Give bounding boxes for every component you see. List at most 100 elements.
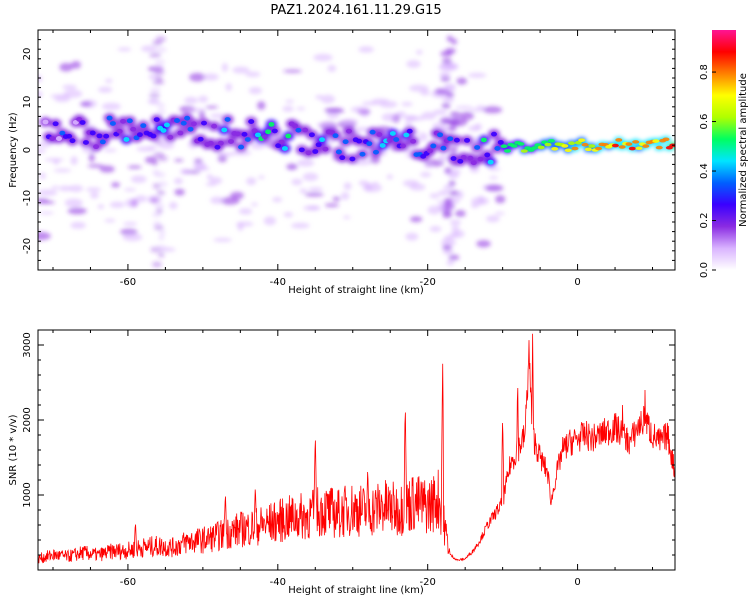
spectrogram-ridge-core [551, 146, 559, 151]
spectrogram-ridge-core [520, 149, 528, 153]
spectrogram-noise-blob [433, 109, 448, 116]
spectrogram-y-ticks: -20 -10 0 10 20 [22, 29, 675, 271]
spectrogram-noise-blob [327, 65, 337, 72]
spectrogram-ridge-core [123, 137, 130, 142]
x-tick-label: -40 [270, 277, 286, 288]
spectrogram-noise-blob [482, 106, 503, 114]
spectrogram-ridge-core [564, 148, 572, 153]
spectrogram-ridge-core [126, 118, 133, 124]
spectrogram-band-blob [442, 248, 454, 255]
y-tick-label: -10 [22, 190, 33, 206]
chart-title: PAZ1.2024.161.11.29.G15 [270, 3, 441, 18]
spectrogram-ridge-core [227, 139, 234, 144]
spectrogram-band-blob [443, 202, 455, 209]
spectrogram-ridge-core [642, 144, 650, 148]
spectrogram-band-blob [149, 52, 162, 59]
spectrogram-band-blob [156, 46, 167, 53]
spectrogram-ridge-core [655, 145, 663, 150]
spectrogram-noise-blob [103, 148, 117, 153]
spectrogram-band-blob [448, 125, 457, 132]
spectrogram-noise-blob [230, 191, 244, 200]
y-tick-label: 10 [22, 96, 33, 109]
spectrogram-ridge-core [504, 149, 512, 153]
spectrogram-band-blob [154, 203, 165, 210]
spectrogram-noise-blob [216, 152, 235, 157]
spectrogram-ridge-core [42, 119, 49, 125]
spectrogram-noise-blob [402, 179, 420, 187]
spectrogram-noise-blob [324, 109, 345, 114]
spectrogram-noise-blob [209, 176, 223, 185]
spectrogram-noise-blob [485, 215, 500, 223]
spectrogram-noise-blob [429, 193, 440, 199]
spectrogram-noise-blob [70, 221, 86, 229]
spectrogram-ridge-core [537, 145, 545, 150]
spectrogram-ridge-core [464, 137, 471, 143]
spectrogram-ridge-core [103, 133, 110, 139]
spectrogram-noise-blob [220, 197, 240, 205]
spectrogram-noise-blob [179, 168, 192, 175]
spectrogram-ridge-core [662, 137, 670, 142]
spectrogram-ridge-core [302, 127, 309, 133]
spectrogram-noise-blob [39, 211, 54, 215]
spectrogram-noise-blob [104, 218, 116, 223]
spectrogram-noise-blob [210, 113, 225, 119]
spectrogram-ridge-core [265, 129, 272, 135]
spectrogram-noise-blob [184, 96, 198, 105]
spectrogram-noise-blob [418, 132, 428, 142]
spectrogram-ridge-core [487, 159, 494, 165]
spectrogram-band-blob [439, 117, 452, 124]
spectrogram-ridge-core [484, 152, 491, 158]
spectrogram-noise-blob [186, 108, 206, 112]
spectrogram-ridge-core [207, 140, 214, 146]
spectrogram-noise-blob [64, 198, 83, 208]
spectrogram-noise-blob [59, 62, 74, 72]
spectrogram-ridge-core [544, 142, 552, 147]
spectrogram-ridge-core [615, 138, 623, 142]
spectrogram-noise-blob [487, 167, 501, 171]
spectrogram-noise-blob [343, 182, 352, 190]
spectrogram-noise-blob [38, 141, 52, 148]
spectrogram-ridge-core [457, 158, 464, 164]
x-tick-label: -60 [120, 277, 136, 288]
spectrogram-noise-blob [238, 208, 253, 215]
spectrogram-ridge-core [96, 133, 103, 139]
spectrogram-noise-blob [286, 163, 298, 170]
spectrogram-band-blob [154, 64, 165, 71]
spectrogram-ridge-core [248, 119, 255, 124]
spectrogram-ridge-core [393, 137, 400, 142]
spectrogram-noise-blob [225, 83, 233, 92]
spectrogram-noise-blob [263, 216, 277, 226]
spectrogram-ridge-core [200, 120, 207, 126]
spectrogram-ridge-core [298, 147, 305, 153]
spectrogram-ridge-core [530, 146, 538, 150]
spectrogram-ridge-core [339, 155, 346, 161]
y-tick-label: 20 [22, 48, 33, 61]
spectrogram-band-blob [154, 69, 165, 76]
spectrogram-ridge-core [372, 149, 379, 155]
spectrogram-noise-blob [282, 105, 294, 112]
spectrogram-noise-blob [358, 180, 369, 186]
spectrogram-ridge-core [224, 117, 231, 122]
spectrogram-ridge-core [359, 151, 366, 157]
spectrogram-noise-blob [455, 105, 473, 110]
spectrogram-noise-blob [173, 177, 183, 185]
y-tick-label: -20 [22, 238, 33, 254]
snr-y-axis-label: SNR (10 * v/v) [8, 414, 19, 485]
spectrogram-noise-blob [168, 201, 178, 210]
spectrogram-noise-blob [97, 204, 105, 210]
spectrogram-noise-blob [299, 188, 308, 194]
spectrogram-noise-blob [272, 196, 283, 203]
spectrogram-ridge-core [55, 136, 62, 141]
spectrogram-noise-blob [236, 221, 254, 227]
spectrogram-noise-blob [221, 62, 229, 72]
spectrogram-ridge-core [389, 131, 396, 136]
spectrogram-ridge-core [292, 123, 299, 129]
spectrogram-band-blob [151, 261, 163, 268]
spectrogram-noise-blob [290, 222, 310, 229]
spectrogram-band-blob [159, 229, 166, 236]
spectrogram-ridge-core [261, 134, 268, 140]
spectrogram-noise-blob [158, 141, 175, 150]
spectrogram-band-blob [446, 91, 455, 98]
spectrogram-band-blob [449, 232, 459, 239]
spectrogram-noise-blob [343, 215, 351, 219]
